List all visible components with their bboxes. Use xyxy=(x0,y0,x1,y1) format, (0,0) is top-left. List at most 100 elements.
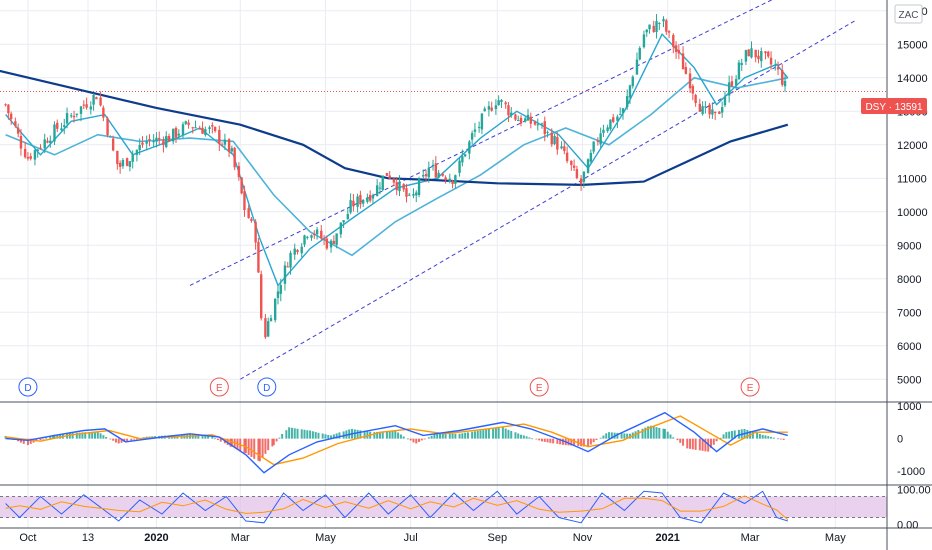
macd-histogram-bar xyxy=(338,432,341,439)
candle-body xyxy=(579,178,583,184)
macd-histogram-bar xyxy=(599,437,602,439)
macd-histogram-bar xyxy=(78,432,81,439)
candle-body xyxy=(543,121,546,135)
event-marker[interactable]: D xyxy=(18,377,38,397)
candle-body xyxy=(218,129,221,144)
candle-body xyxy=(470,133,474,140)
event-marker[interactable]: E xyxy=(209,377,229,397)
event-circle xyxy=(18,377,38,397)
symbol-badge: ZAC xyxy=(899,10,919,21)
macd-histogram-bar xyxy=(219,438,222,442)
candle-body xyxy=(609,119,612,130)
candle-body xyxy=(63,125,66,127)
candle-body xyxy=(658,22,661,24)
candle-body xyxy=(507,105,510,116)
macd-histogram-bar xyxy=(278,437,281,439)
macd-histogram-bar xyxy=(207,436,210,439)
macd-histogram-bar xyxy=(494,428,497,439)
macd-histogram-bar xyxy=(45,437,48,439)
macd-histogram-bar xyxy=(267,438,270,451)
candle-body xyxy=(519,117,523,124)
macd-histogram-bar xyxy=(204,435,207,439)
macd-histogram-bar xyxy=(306,430,309,439)
candle-body xyxy=(230,148,234,152)
candle-body xyxy=(665,20,668,32)
candle-body xyxy=(335,233,338,245)
event-circle xyxy=(740,377,760,397)
candle-body xyxy=(184,121,187,124)
candle-body xyxy=(783,80,787,87)
candle-body xyxy=(625,96,629,108)
candle-body xyxy=(320,230,323,239)
candle-body xyxy=(427,167,431,178)
stochastic-pane[interactable] xyxy=(0,490,887,524)
macd-histogram-bar xyxy=(482,430,485,439)
event-marker[interactable]: E xyxy=(740,377,760,397)
x-tick-label: Mar xyxy=(231,532,250,544)
macd-histogram-bar xyxy=(520,434,523,439)
candle-body xyxy=(570,160,573,166)
x-tick-label: Jul xyxy=(404,532,418,544)
candle-body xyxy=(754,49,757,58)
macd-histogram-bar xyxy=(595,438,598,441)
candle-body xyxy=(417,178,421,196)
macd-histogram-bar xyxy=(517,433,520,439)
macd-histogram-bar xyxy=(22,438,25,444)
candlesticks[interactable] xyxy=(4,14,787,339)
event-circle xyxy=(257,377,277,397)
candle-body xyxy=(23,148,27,158)
event-circle xyxy=(209,377,229,397)
macd-histogram-bar xyxy=(56,434,59,439)
macd-histogram-bar xyxy=(388,430,391,439)
candle-body xyxy=(648,24,651,30)
macd-histogram-bar xyxy=(669,434,672,439)
candle-body xyxy=(781,69,784,85)
macd-histogram-bar xyxy=(114,438,117,443)
candle-body xyxy=(4,104,7,106)
candle-body xyxy=(757,55,760,60)
macd-histogram-bar xyxy=(725,432,728,439)
candle-body xyxy=(273,298,277,321)
macd-histogram-bar xyxy=(582,438,585,447)
candle-body xyxy=(628,85,632,98)
macd-pane[interactable] xyxy=(4,411,788,474)
candle-body xyxy=(764,51,767,54)
event-label: E xyxy=(747,383,754,394)
candle-body xyxy=(346,214,350,220)
candle-body xyxy=(497,100,500,106)
candle-body xyxy=(631,76,634,87)
macd-histogram-bar xyxy=(418,438,421,442)
channel-lower-line xyxy=(240,20,856,380)
macd-histogram-bar xyxy=(96,431,99,439)
macd-histogram-bar xyxy=(99,433,102,439)
event-marker[interactable]: D xyxy=(257,377,277,397)
event-marker[interactable]: E xyxy=(529,377,549,397)
candle-body xyxy=(463,154,467,157)
macd-histogram-bar xyxy=(608,432,611,439)
macd-histogram-bar xyxy=(728,431,731,439)
y-tick-label: 8000 xyxy=(897,274,921,286)
candle-body xyxy=(75,113,79,115)
candle-body xyxy=(26,156,30,159)
candle-body xyxy=(560,146,563,149)
macd-histogram-bar xyxy=(102,435,105,439)
candle-body xyxy=(289,252,292,268)
candle-body xyxy=(276,291,280,298)
candle-body xyxy=(448,178,451,183)
macd-histogram-bar xyxy=(423,438,426,440)
candle-body xyxy=(483,108,486,112)
macd-histogram-bar xyxy=(412,438,415,443)
x-tick-label: May xyxy=(825,532,846,544)
candle-body xyxy=(60,128,63,131)
macd-histogram-bar xyxy=(258,438,261,462)
macd-histogram-bar xyxy=(538,438,541,441)
labels: ZAC DSY · 13591 xyxy=(861,4,927,114)
macd-histogram-bar xyxy=(504,428,507,439)
macd-histogram-bar xyxy=(402,436,405,439)
macd-histogram-bar xyxy=(264,438,267,454)
macd-histogram-bar xyxy=(701,438,704,451)
macd-histogram-bar xyxy=(507,429,510,439)
